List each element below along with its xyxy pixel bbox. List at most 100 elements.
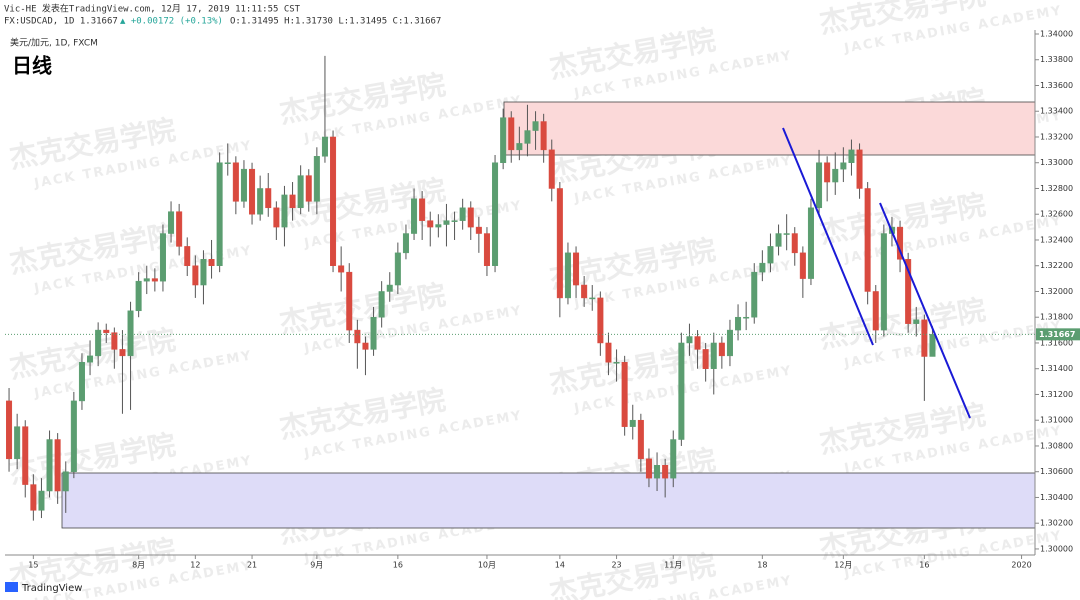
candle-body xyxy=(103,329,110,333)
change-info: ▲ +0.00172 (+0.13%) xyxy=(120,17,223,27)
candle-body xyxy=(556,188,563,299)
candle-body xyxy=(508,117,515,151)
candle-body xyxy=(564,252,571,299)
candle-body xyxy=(767,246,774,264)
candle-body xyxy=(864,188,871,292)
x-tick-label: 23 xyxy=(611,561,621,570)
candle-body xyxy=(297,175,304,209)
candle-body xyxy=(816,162,823,209)
y-tick-label: 1.30200 xyxy=(1040,519,1073,528)
candle-body xyxy=(759,262,766,273)
candle-body xyxy=(249,168,256,215)
candle-body xyxy=(678,342,685,440)
candle-body xyxy=(516,143,523,151)
candle-body xyxy=(483,233,490,266)
y-tick-label: 1.33400 xyxy=(1040,107,1073,116)
candle-body xyxy=(362,342,369,350)
footer-brand[interactable]: TradingView xyxy=(21,583,82,594)
candle-body xyxy=(532,121,539,131)
candle-body xyxy=(338,265,345,273)
candle-body xyxy=(589,297,596,300)
x-tick-label: 16 xyxy=(393,561,403,570)
candle-body xyxy=(540,121,547,151)
x-tick-label: 8月 xyxy=(132,561,145,570)
candle-body xyxy=(22,426,29,485)
candle-body xyxy=(735,316,742,331)
candle-body xyxy=(524,130,531,144)
candle-body xyxy=(127,310,134,357)
candle-body xyxy=(192,265,199,286)
y-tick-label: 1.32400 xyxy=(1040,235,1073,244)
candle-body xyxy=(791,233,798,254)
candle-body xyxy=(913,319,920,324)
candle-body xyxy=(710,342,717,369)
candle-body xyxy=(662,465,669,479)
x-tick-label: 18 xyxy=(757,561,767,570)
candle-body xyxy=(654,465,661,479)
candle-body xyxy=(573,252,580,286)
candle-body xyxy=(159,233,166,282)
candle-body xyxy=(46,439,53,492)
candle-body xyxy=(670,439,677,479)
candle-body xyxy=(921,319,928,357)
candle-body xyxy=(330,136,337,266)
candle-body xyxy=(224,162,231,164)
y-tick-label: 1.30800 xyxy=(1040,441,1073,450)
trendline xyxy=(782,127,874,346)
trendline xyxy=(879,202,971,419)
candle-body xyxy=(370,316,377,350)
x-tick-label: 12 xyxy=(190,561,200,570)
candle-body xyxy=(443,220,450,225)
x-tick-label: 9月 xyxy=(310,561,323,570)
x-tick-label: 2020 xyxy=(1011,561,1031,570)
last-price-label: 1.31667 xyxy=(1039,330,1075,339)
candle-body xyxy=(880,233,887,331)
candle-body xyxy=(807,207,814,279)
x-tick-label: 12月 xyxy=(834,561,852,570)
y-tick-label: 1.33200 xyxy=(1040,132,1073,141)
x-tick-label: 16 xyxy=(919,561,929,570)
y-tick-label: 1.32000 xyxy=(1040,287,1073,296)
candle-body xyxy=(548,149,555,189)
candle-body xyxy=(500,117,507,163)
candle-body xyxy=(637,419,644,460)
candle-body xyxy=(14,426,21,460)
candle-body xyxy=(824,162,831,183)
candle-body xyxy=(832,168,839,183)
candle-body xyxy=(402,233,409,254)
support-zone xyxy=(61,472,1036,529)
candle-body xyxy=(475,226,482,234)
y-tick-label: 1.31000 xyxy=(1040,416,1073,425)
chart-title: 日线 xyxy=(12,54,52,78)
candle-body xyxy=(281,194,288,228)
candle-body xyxy=(54,439,61,492)
y-tick-label: 1.31400 xyxy=(1040,364,1073,373)
candle-body xyxy=(111,332,118,350)
candle-body xyxy=(929,334,936,357)
candle-body xyxy=(38,490,45,511)
candle-body xyxy=(435,224,442,228)
candle-body xyxy=(613,362,620,364)
y-tick-label: 1.32200 xyxy=(1040,261,1073,270)
y-tick-label: 1.33800 xyxy=(1040,55,1073,64)
candle-body xyxy=(783,233,790,235)
resistance-zone xyxy=(503,101,1036,156)
y-tick-label: 1.30600 xyxy=(1040,467,1073,476)
candle-body xyxy=(151,278,158,282)
candle-body xyxy=(605,342,612,363)
x-tick-label: 10月 xyxy=(478,561,496,570)
candle-body xyxy=(240,168,247,202)
candle-body xyxy=(346,271,353,331)
candle-body xyxy=(265,188,272,209)
candle-body xyxy=(427,220,434,228)
candle-body xyxy=(378,291,385,318)
y-tick-label: 1.30400 xyxy=(1040,493,1073,502)
x-tick-label: 14 xyxy=(555,561,565,570)
candle-body xyxy=(459,207,466,221)
candle-body xyxy=(273,207,280,228)
symbol-info: FX:USDCAD, 1D 1.31667 xyxy=(4,17,118,27)
